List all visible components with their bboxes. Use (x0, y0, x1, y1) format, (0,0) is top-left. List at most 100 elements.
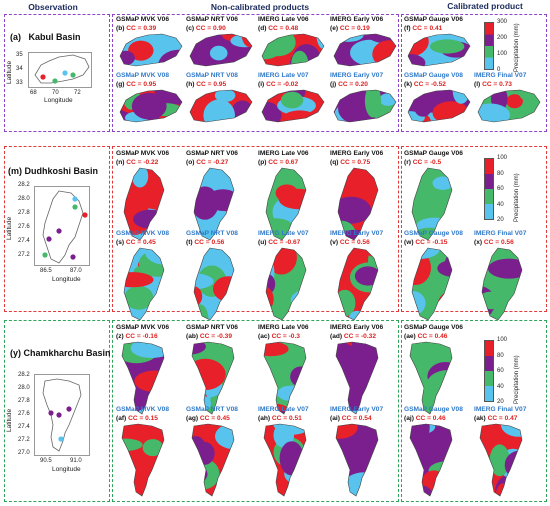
panel-title: GSMaP NRT V06 (186, 324, 238, 331)
panel-id: (i) (258, 81, 267, 88)
panel-title: IMERG Final V07 (474, 406, 527, 413)
panel-title: IMERG Early V06 (330, 16, 384, 23)
panel-title: GSMaP MVK V06 (116, 16, 170, 23)
panel-cc: (ac) CC = -0.3 (258, 333, 300, 340)
panel-map (479, 423, 523, 497)
panel-title: GSMaP Gauge V08 (404, 230, 463, 237)
precip-region (128, 40, 154, 61)
precip-region (334, 45, 357, 66)
panel-map (335, 341, 379, 415)
product-panel: GSMaP Gauge V08 (w) CC = -0.15 (404, 230, 474, 321)
chamkharchu-ytick: 27.6 (18, 411, 30, 417)
panel-cc-label: CC = (268, 159, 286, 166)
kabul-ytick: 35 (16, 52, 23, 58)
precip-region (280, 91, 304, 109)
precip-region (210, 314, 234, 320)
dudhkoshi-observation-map (34, 186, 90, 266)
panel-cc: (ai) CC = 0.54 (330, 415, 372, 422)
panel-id: (t) (186, 239, 195, 246)
gauge-point (52, 78, 58, 84)
gauge-point (72, 196, 78, 202)
panel-title: GSMaP Gauge V06 (404, 150, 463, 157)
colorbar (484, 158, 494, 220)
panel-cc-value: 0.95 (213, 81, 227, 88)
colorbar-tick: 60 (497, 368, 504, 374)
panel-title: IMERG Early V07 (330, 406, 384, 413)
panel-title: IMERG Late V06 (258, 16, 309, 23)
product-panel: IMERG Final V07 (ak) CC = 0.47 (474, 406, 544, 497)
chamkharchu-xtick: 90.5 (40, 458, 52, 464)
kabul-noncalibrated-box (112, 14, 399, 132)
panel-cc-value: 0.20 (355, 81, 368, 88)
product-panel: GSMaP NRT V08 (t) CC = 0.56 (186, 230, 256, 321)
colorbar-tick: 300 (497, 19, 508, 25)
panel-map (263, 423, 307, 497)
chamkharchu-noncalibrated-box (112, 320, 399, 502)
panel-cc-value: 0.48 (285, 25, 299, 32)
chamkharchu-ytick: 27.2 (18, 437, 30, 443)
precip-region (262, 101, 282, 122)
panel-id: (d) (258, 25, 269, 32)
precip-region (214, 90, 236, 102)
panel-id: (ae) (404, 333, 418, 340)
panel-map (409, 423, 453, 497)
panel-map (337, 247, 379, 321)
panel-cc-value: 0.95 (143, 81, 157, 88)
panel-cc-label: CC = (412, 25, 430, 32)
colorbar-title: Precipitation (mm) (514, 355, 520, 404)
panel-id: (o) (186, 159, 197, 166)
chamkharchu-ytick: 28.2 (18, 372, 30, 378)
panel-cc: (af) CC = 0.15 (116, 415, 158, 422)
gauge-point (40, 74, 46, 80)
panel-id: (e) (330, 25, 340, 32)
panel-cc-value: 0.45 (216, 415, 230, 422)
precip-region (437, 260, 452, 277)
panel-title: IMERG Early V07 (330, 72, 384, 79)
product-panel: GSMaP NRT V06 (c) CC = 0.90 (186, 16, 256, 72)
precip-region (194, 273, 214, 290)
precip-region (506, 94, 523, 109)
precip-region (488, 258, 522, 279)
colorbar-title: Precipitation (mm) (514, 23, 520, 72)
panel-cc: (ak) CC = 0.47 (474, 415, 517, 422)
colorbar (484, 22, 494, 70)
kabul-ytick: 34 (16, 66, 23, 72)
panel-cc-value: 0.67 (285, 159, 299, 166)
product-panel: IMERG Final V07 (l) CC = 0.73 (474, 72, 544, 128)
panel-cc-label: CC = (268, 239, 286, 246)
panel-id: (ad) (330, 333, 344, 340)
colorbar-tick: 40 (497, 201, 504, 208)
panel-map (261, 89, 325, 123)
panel-cc: (v) CC = 0.56 (330, 239, 370, 246)
panel-cc-label: CC = (417, 333, 435, 340)
panel-cc-label: CC = (128, 415, 146, 422)
chamkharchu-ytick: 27.8 (18, 398, 30, 404)
panel-cc-label: CC = (341, 415, 359, 422)
chamkharchu-observation-map (34, 374, 90, 456)
gauge-point (46, 236, 52, 242)
panel-cc-value: -0.02 (283, 81, 299, 88)
colorbar-tick: 0 (497, 67, 501, 73)
calibrated-header: Calibrated product (447, 1, 523, 11)
precip-region (432, 101, 470, 122)
panel-map (265, 247, 307, 321)
dudhkoshi-ytick: 27.4 (18, 238, 30, 244)
panel-id: (ac) (258, 333, 272, 340)
panel-id: (q) (330, 159, 341, 166)
panel-cc-label: CC = (126, 81, 144, 88)
panel-id: (l) (474, 81, 483, 88)
panel-cc: (q) CC = 0.75 (330, 159, 370, 166)
panel-title: IMERG Early V06 (330, 150, 384, 157)
product-panel: IMERG Late V06 (d) CC = 0.48 (258, 16, 328, 72)
colorbar (484, 340, 494, 402)
precip-region (241, 34, 252, 47)
precip-region (364, 90, 382, 118)
chamkharchu-ytick: 27.4 (18, 424, 30, 430)
precip-region (482, 291, 505, 310)
product-panel: IMERG Late V06 (ac) CC = -0.3 (258, 324, 328, 415)
panel-map (119, 33, 183, 67)
panel-title: GSMaP NRT V08 (186, 406, 238, 413)
panel-cc: (ah) CC = 0.51 (258, 415, 302, 422)
panel-id: (ai) (330, 415, 342, 422)
panel-cc: (x) CC = 0.56 (474, 239, 514, 246)
